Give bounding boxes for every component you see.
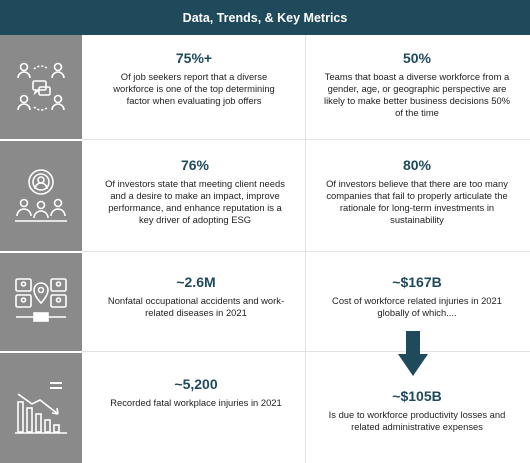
- row-divider: [0, 351, 530, 352]
- header-bar: Data, Trends, & Key Metrics: [0, 0, 530, 35]
- metric-block: 76% Of investors state that meeting clie…: [100, 157, 290, 226]
- metric-description: Teams that boast a diverse workforce fro…: [323, 71, 511, 118]
- metric-value: 50%: [402, 50, 432, 66]
- icon-divider: [0, 139, 82, 141]
- investors-target-icon: [0, 141, 82, 251]
- metric-value: 75%+: [175, 50, 213, 66]
- declining-chart-icon: [0, 353, 82, 463]
- icon-divider: [0, 251, 82, 253]
- header-title: Data, Trends, & Key Metrics: [182, 10, 348, 25]
- metric-value: ~$167B: [392, 274, 442, 290]
- metric-value: 80%: [402, 157, 432, 173]
- metric-block: ~5,200 Recorded fatal workplace injuries…: [98, 376, 294, 409]
- icon-divider: [0, 351, 82, 353]
- metric-block: ~$167B Cost of workforce related injurie…: [318, 274, 516, 319]
- down-arrow-icon: [398, 331, 428, 376]
- metric-block: 75%+ Of job seekers report that a divers…: [102, 50, 286, 107]
- metric-value: ~2.6M: [176, 274, 216, 290]
- metric-description: Cost of workforce related injuries in 20…: [332, 295, 502, 318]
- metric-block: 50% Teams that boast a diverse workforce…: [320, 50, 514, 119]
- team-network-icon: [0, 40, 82, 136]
- metric-block: 80% Of investors believe that there are …: [318, 157, 516, 226]
- worker-location-icon: [0, 253, 82, 350]
- metric-block: ~$105B Is due to workforce productivity …: [318, 388, 516, 433]
- metric-description: Is due to workforce productivity losses …: [328, 409, 506, 432]
- metric-value: 76%: [180, 157, 210, 173]
- metric-block: ~2.6M Nonfatal occupational accidents an…: [98, 274, 294, 319]
- metric-value: ~5,200: [174, 376, 218, 392]
- metric-description: Of investors believe that there are too …: [326, 178, 508, 225]
- icon-column: [0, 35, 82, 463]
- row-divider: [0, 251, 530, 252]
- metric-description: Nonfatal occupational accidents and work…: [107, 295, 285, 318]
- metric-description: Of investors state that meeting client n…: [105, 178, 285, 225]
- row-divider: [0, 139, 530, 140]
- metric-description: Recorded fatal workplace injuries in 202…: [110, 397, 282, 408]
- metric-description: Of job seekers report that a diverse wor…: [113, 71, 275, 106]
- metric-value: ~$105B: [392, 388, 442, 404]
- column-divider: [305, 35, 306, 463]
